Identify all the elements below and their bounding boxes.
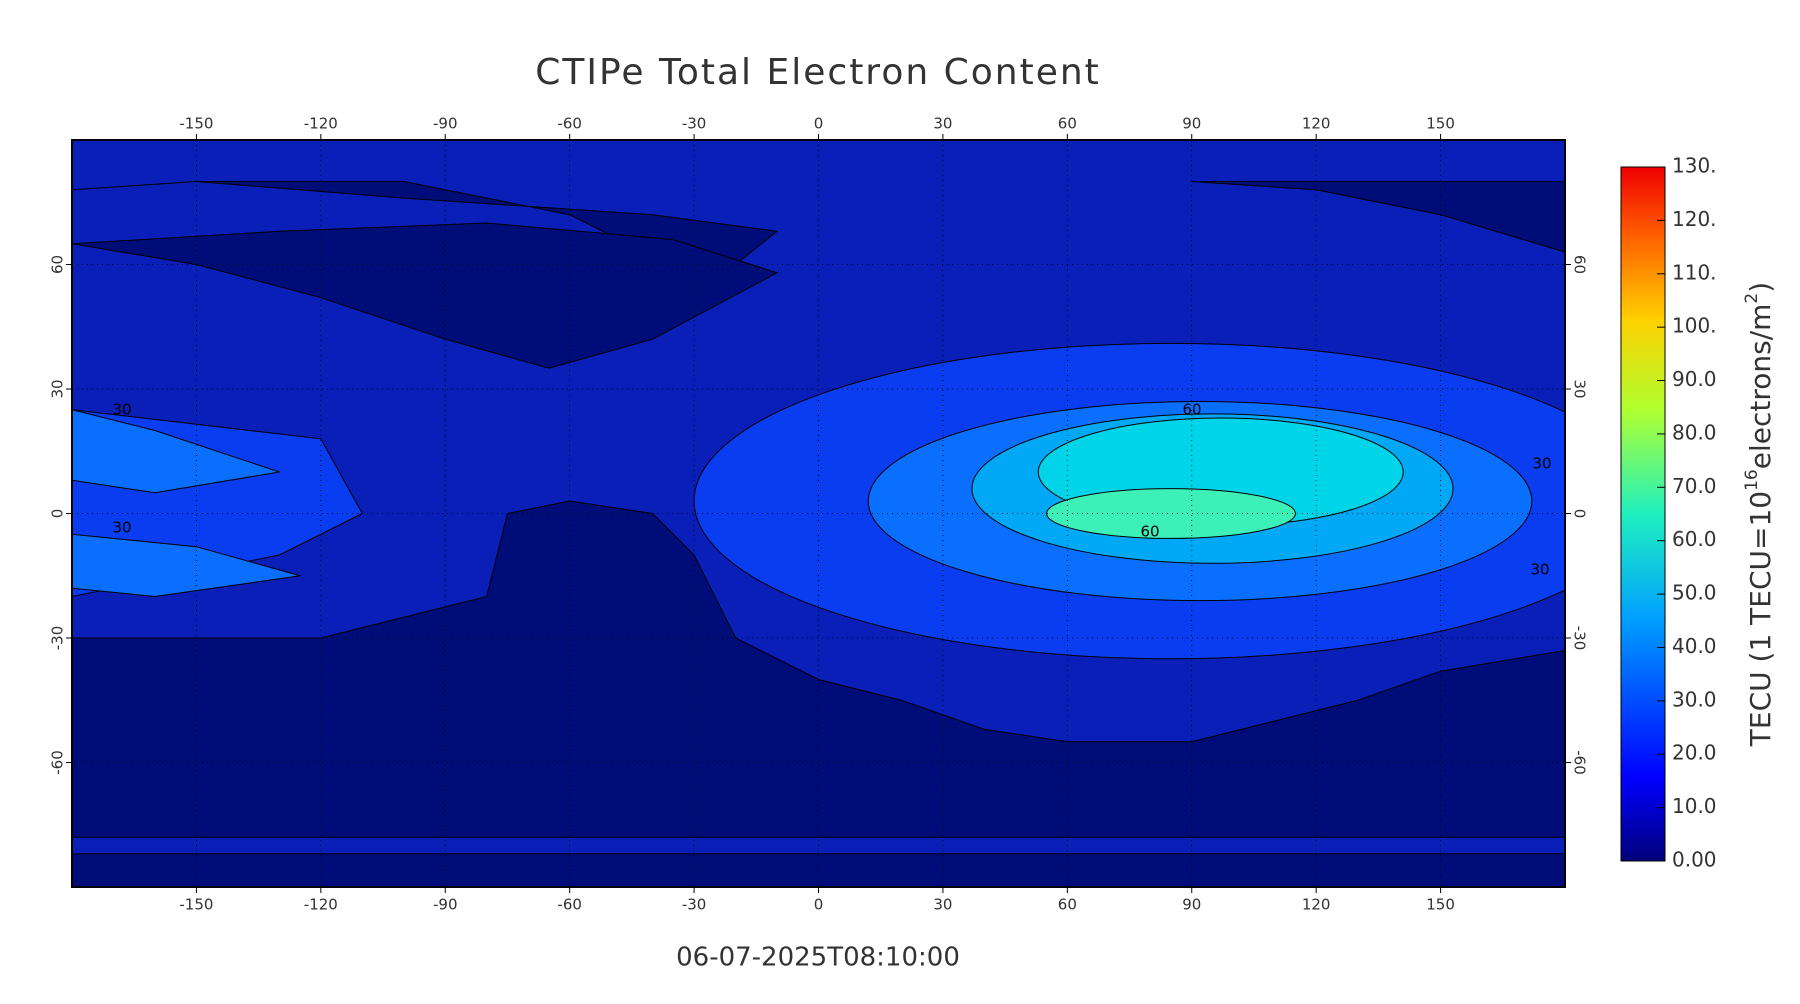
x-tick-label: 30 <box>933 896 952 914</box>
contour-region <box>1192 182 1565 253</box>
title: CTIPe Total Electron Content <box>535 52 1101 93</box>
contour-map <box>72 140 1565 887</box>
colorbar-tick-label: 110. <box>1672 260 1717 284</box>
y-tick-label: 60 <box>49 255 67 274</box>
label-exponent: 16 <box>1742 469 1762 491</box>
colorbar-tick-label: 20.0 <box>1672 741 1717 765</box>
x-tick-label: 90 <box>1182 896 1201 914</box>
x-tick-label: -60 <box>557 115 582 133</box>
contour-label: 30 <box>1532 455 1551 473</box>
colorbar-tick-label: 30.0 <box>1672 687 1717 711</box>
x-tick-label: -120 <box>304 896 338 914</box>
timestamp: 06-07-2025T08:10:00 <box>676 943 960 973</box>
x-tick-label: -90 <box>433 115 458 133</box>
label-part: TECU (1 TECU=10 <box>1744 491 1777 747</box>
y-tick-label: 0 <box>49 509 67 519</box>
contour-region <box>72 410 300 597</box>
y-tick-label: 30 <box>49 379 67 398</box>
x-tick-label: 150 <box>1426 115 1455 133</box>
x-tick-label: 0 <box>814 115 824 133</box>
x-tick-label: 60 <box>1058 896 1077 914</box>
x-tick-label: -150 <box>179 896 213 914</box>
x-tick-label: -30 <box>682 896 707 914</box>
y-tick-label: 30 <box>1571 379 1589 398</box>
contour-label: 60 <box>1182 401 1201 419</box>
colorbar-tick-label: 130. <box>1672 154 1717 178</box>
colorbar-tick-label: 70.0 <box>1672 474 1717 498</box>
contour-region <box>72 501 1565 837</box>
x-tick-label: 150 <box>1426 896 1455 914</box>
colorbar-tick-label: 120. <box>1672 207 1717 231</box>
contour-label: 30 <box>1530 561 1549 579</box>
label-exponent: 2 <box>1742 293 1762 304</box>
y-tick-label: -60 <box>49 750 67 775</box>
y-tick-label: -60 <box>1571 750 1589 775</box>
x-tick-label: -30 <box>682 115 707 133</box>
y-tick-label: 60 <box>1571 255 1589 274</box>
colorbar-tick-label: 90.0 <box>1672 367 1717 391</box>
colorbar-tick-label: 50.0 <box>1672 581 1717 605</box>
colorbar-tick-label: 80.0 <box>1672 420 1717 444</box>
contour-label: 30 <box>112 519 131 537</box>
contour-labels: 60 60 30 30 30 30 <box>112 401 1551 579</box>
x-tick-label: -90 <box>433 896 458 914</box>
colorbar-tick-label: 40.0 <box>1672 634 1717 658</box>
y-tick-label: -30 <box>1571 626 1589 651</box>
x-tick-label: 90 <box>1182 115 1201 133</box>
y-tick-label: -30 <box>49 626 67 651</box>
x-tick-label: 30 <box>933 115 952 133</box>
colorbar-tick-label: 10.0 <box>1672 794 1717 818</box>
x-tick-label: 120 <box>1302 896 1331 914</box>
contour-label: 30 <box>112 401 131 419</box>
colorbar-tick-label: 100. <box>1672 314 1717 338</box>
colorbar-label: TECU (1 TECU=1016electrons/m2) <box>1742 282 1777 747</box>
x-tick-label: -60 <box>557 896 582 914</box>
colorbar-tick-label: 60.0 <box>1672 527 1717 551</box>
x-tick-label: 120 <box>1302 115 1331 133</box>
contour-region <box>1047 489 1296 539</box>
contour-label: 60 <box>1140 523 1159 541</box>
label-part: ) <box>1744 282 1777 293</box>
colorbar-tick-label: 0.00 <box>1672 848 1717 872</box>
x-tick-label: 0 <box>814 896 824 914</box>
label-part: electrons/m <box>1744 304 1777 470</box>
y-tick-label: 0 <box>1571 509 1589 519</box>
colorbar <box>1620 166 1666 862</box>
x-tick-label: -120 <box>304 115 338 133</box>
x-tick-label: 60 <box>1058 115 1077 133</box>
x-tick-label: -150 <box>179 115 213 133</box>
contour-region <box>72 223 777 368</box>
